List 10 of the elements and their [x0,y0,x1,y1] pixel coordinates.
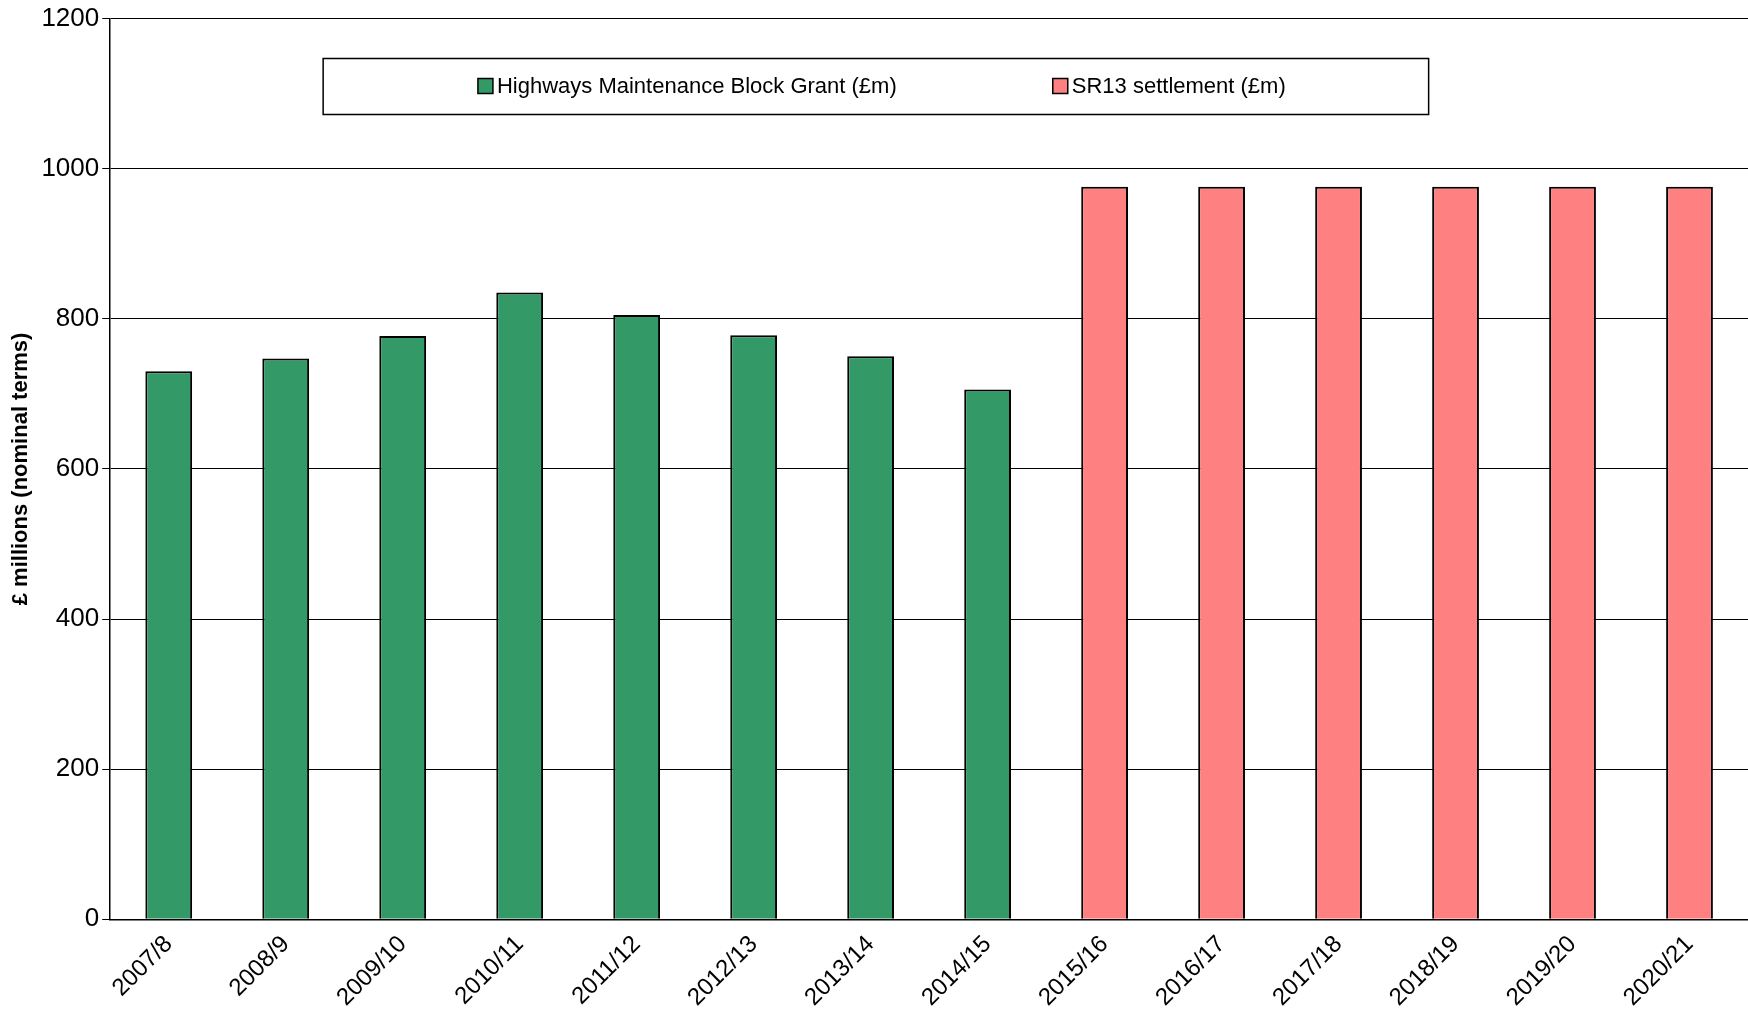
legend-label: Highways Maintenance Block Grant (£m) [496,72,897,98]
legend-label: SR13 settlement (£m) [1071,72,1286,98]
y-tick-label: 1000 [41,151,100,182]
y-axis-title: £ millions (nominal terms) [7,332,33,606]
y-tick-label: 1200 [41,1,100,32]
y-tick-label: 800 [55,302,100,332]
y-tick-label: 600 [55,452,100,483]
y-tick-label: 0 [84,902,100,933]
y-tick-label: 400 [55,602,100,633]
y-tick-label: 200 [55,752,100,783]
